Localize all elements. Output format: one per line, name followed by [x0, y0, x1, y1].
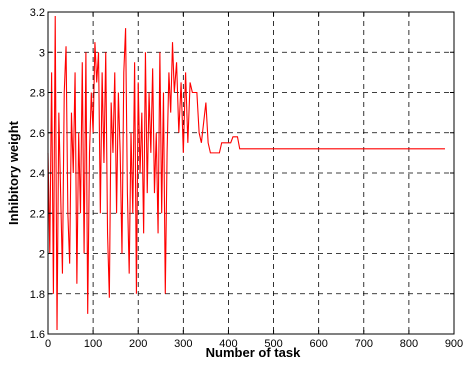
y-axis-title: Inhibitory weight — [6, 120, 21, 225]
y-tick-label: 2.6 — [30, 128, 45, 140]
y-tick-label: 1.6 — [30, 329, 45, 341]
x-axis-title: Number of task — [206, 345, 301, 360]
series-layer — [47, 16, 445, 330]
y-tick-labels: 1.6 1.8 2 2.2 2.4 2.6 2.8 3 3.2 — [30, 7, 45, 341]
y-tick-label: 2.4 — [30, 168, 45, 180]
x-tick-label: 100 — [84, 338, 102, 350]
x-tick-label: 0 — [45, 338, 51, 350]
x-tick-label: 500 — [264, 338, 282, 350]
y-tick-label: 3.2 — [30, 7, 45, 19]
y-tick-label: 1.8 — [30, 289, 45, 301]
tick-marks — [47, 11, 455, 335]
x-tick-label: 700 — [355, 338, 373, 350]
x-tick-label: 900 — [445, 338, 463, 350]
x-tick-labels: 0 100 200 300 400 500 600 700 800 900 — [45, 338, 463, 350]
y-tick-label: 3 — [39, 47, 45, 59]
x-tick-label: 400 — [219, 338, 237, 350]
series-line — [47, 16, 445, 330]
x-tick-label: 200 — [129, 338, 147, 350]
y-tick-label: 2.2 — [30, 208, 45, 220]
x-tick-label: 600 — [309, 338, 327, 350]
y-tick-label: 2.8 — [30, 88, 45, 100]
x-tick-label: 800 — [400, 338, 418, 350]
y-tick-label: 2 — [39, 249, 45, 261]
x-tick-label: 300 — [174, 338, 192, 350]
